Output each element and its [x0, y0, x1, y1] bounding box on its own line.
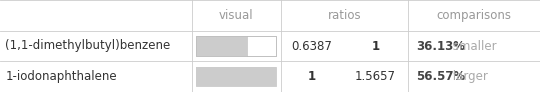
Text: 0.6387: 0.6387	[292, 39, 332, 53]
Text: 56.57%: 56.57%	[416, 70, 465, 83]
Bar	[196, 67, 276, 86]
Text: 1: 1	[308, 70, 316, 83]
Text: 1: 1	[371, 39, 380, 53]
Text: 36.13%: 36.13%	[416, 39, 465, 53]
Text: visual: visual	[219, 9, 254, 22]
Text: 1-iodonaphthalene: 1-iodonaphthalene	[5, 70, 117, 83]
Text: larger: larger	[449, 70, 488, 83]
Bar	[196, 36, 247, 56]
Bar	[196, 67, 276, 86]
Text: smaller: smaller	[449, 39, 496, 53]
Text: ratios: ratios	[327, 9, 361, 22]
Text: (1,1-dimethylbutyl)benzene: (1,1-dimethylbutyl)benzene	[5, 39, 171, 53]
Bar	[196, 36, 276, 56]
Bar	[196, 36, 276, 56]
Text: 1.5657: 1.5657	[355, 70, 396, 83]
Text: comparisons: comparisons	[436, 9, 511, 22]
